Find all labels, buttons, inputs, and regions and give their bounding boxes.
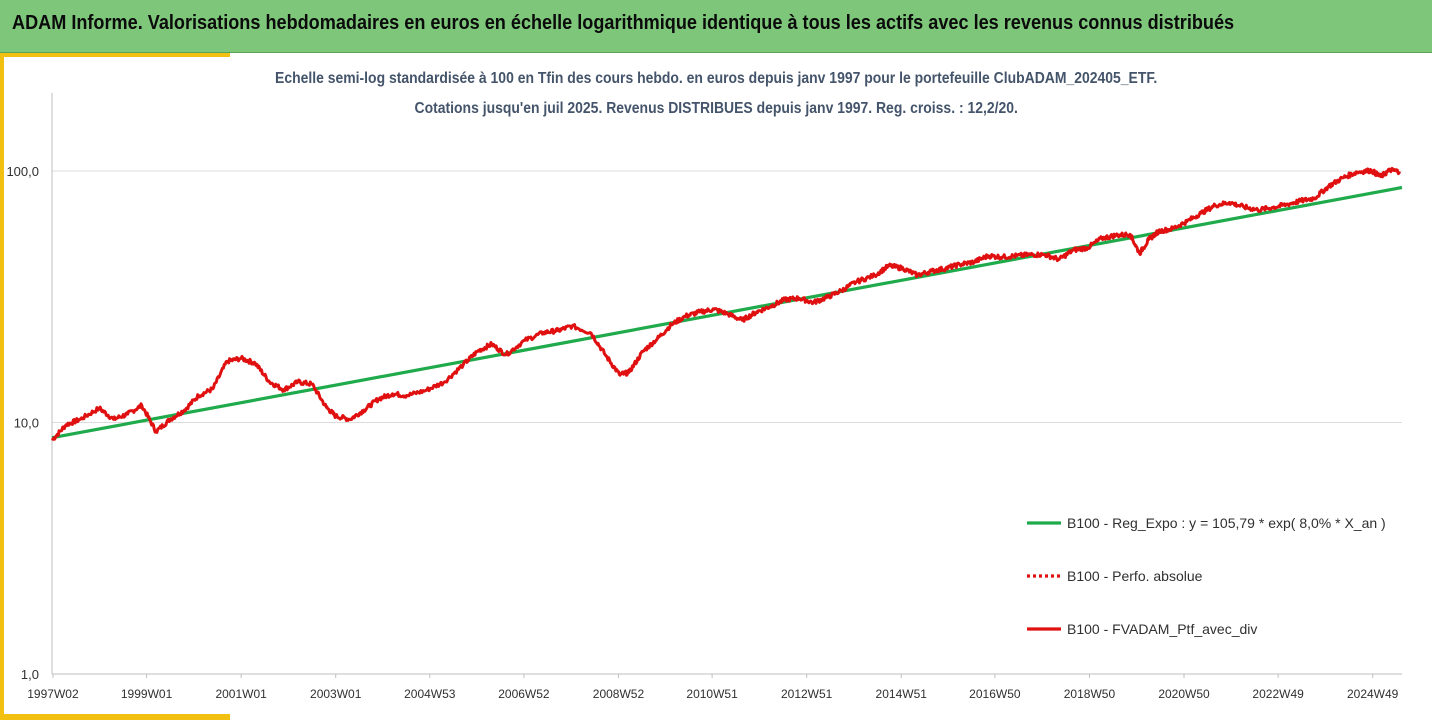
x-tick-label: 2012W51 (781, 687, 833, 701)
legend: B100 - Reg_Expo : y = 105,79 * exp( 8,0%… (1027, 515, 1386, 637)
x-tick-label: 2016W50 (969, 687, 1021, 701)
x-tick-label: 2024W49 (1347, 687, 1399, 701)
x-tick-label: 1997W02 (27, 687, 79, 701)
x-tick-label: 2004W53 (404, 687, 456, 701)
series (50, 166, 1403, 442)
title-banner: ADAM Informe. Valorisations hebdomadaire… (0, 0, 1432, 53)
gridlines (52, 170, 1402, 675)
chart-title-line-1: Echelle semi-log standardisée à 100 en T… (274, 70, 1158, 87)
accent-bar-top (0, 53, 230, 57)
accent-bar-left (0, 53, 4, 720)
chart-title-line-2: Cotations jusqu'en juil 2025. Revenus DI… (414, 100, 1018, 117)
x-tick-label: 2003W01 (310, 687, 362, 701)
legend-label: B100 - Reg_Expo : y = 105,79 * exp( 8,0%… (1067, 515, 1386, 531)
legend-label: B100 - Perfo. absolue (1067, 568, 1203, 584)
x-tick-label: 1999W01 (121, 687, 173, 701)
x-tick-label: 2008W52 (593, 687, 645, 701)
y-tick-label: 1,0 (21, 667, 39, 682)
x-tick-label: 2006W52 (498, 687, 550, 701)
x-tick-label: 2010W51 (686, 687, 738, 701)
x-tick-label: 2020W50 (1158, 687, 1210, 701)
series-line-portfolio (50, 166, 1401, 442)
y-tick-label: 100,0 (6, 164, 39, 179)
accent-bar-bottom (0, 714, 230, 720)
x-tick-label: 2018W50 (1064, 687, 1116, 701)
x-tick-label: 2014W51 (876, 687, 928, 701)
report-title: ADAM Informe. Valorisations hebdomadaire… (12, 12, 1235, 34)
axes: 1,0 10,0 100,0 1997W02 1999W01 2001W01 2003W01… (6, 93, 1402, 701)
y-tick-label: 10,0 (14, 416, 39, 431)
legend-label: B100 - FVADAM_Ptf_avec_div (1067, 621, 1257, 637)
x-tick-label: 2022W49 (1252, 687, 1304, 701)
x-tick-label: 2001W01 (215, 687, 267, 701)
